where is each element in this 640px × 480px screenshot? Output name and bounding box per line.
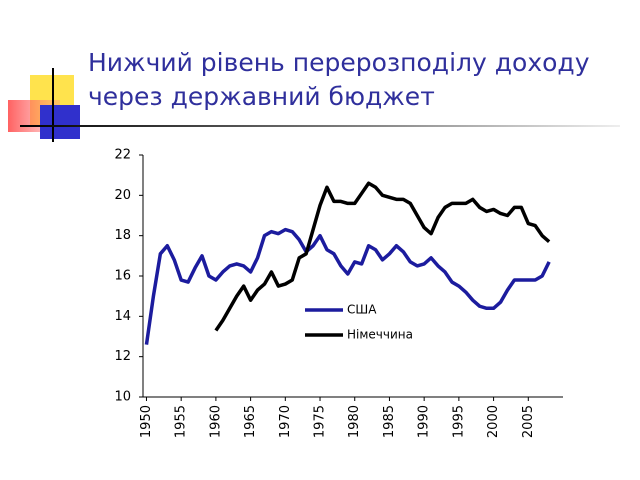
y-tick-label: 20 bbox=[114, 188, 131, 203]
x-tick-label: 1980 bbox=[347, 405, 362, 438]
x-tick-label: 1975 bbox=[313, 405, 328, 438]
title-line: Нижчий рівень перерозподілу доходу bbox=[88, 48, 590, 77]
x-tick-label: 1970 bbox=[278, 405, 293, 438]
x-tick-label: 1950 bbox=[139, 405, 154, 438]
y-tick-label: 10 bbox=[114, 390, 131, 405]
x-tick-label: 1955 bbox=[174, 405, 189, 438]
y-tick-label: 16 bbox=[114, 269, 131, 284]
x-tick-label: 1985 bbox=[382, 405, 397, 438]
y-tick-label: 22 bbox=[114, 148, 131, 163]
title-line: через державний бюджет bbox=[88, 82, 435, 111]
x-tick-label: 1990 bbox=[417, 405, 432, 438]
y-tick-label: 12 bbox=[114, 349, 131, 364]
deco-hline bbox=[20, 125, 620, 127]
x-tick-label: 2005 bbox=[521, 405, 536, 438]
legend-label: Німеччина bbox=[347, 328, 413, 342]
x-tick-label: 1965 bbox=[243, 405, 258, 438]
x-tick-label: 2000 bbox=[486, 405, 501, 438]
chart: 10 12 14 16 18 20 22 1950 1955 1960 1965 1970 1975 19… bbox=[114, 148, 563, 438]
deco-blue bbox=[40, 105, 80, 139]
x-tick-label: 1960 bbox=[208, 405, 223, 438]
x-tick-label: 1995 bbox=[451, 405, 466, 438]
series-line bbox=[214, 181, 551, 332]
y-tick-label: 18 bbox=[114, 228, 131, 243]
y-tick-label: 14 bbox=[114, 309, 131, 324]
series-line bbox=[144, 227, 551, 345]
legend-label: США bbox=[347, 303, 377, 317]
